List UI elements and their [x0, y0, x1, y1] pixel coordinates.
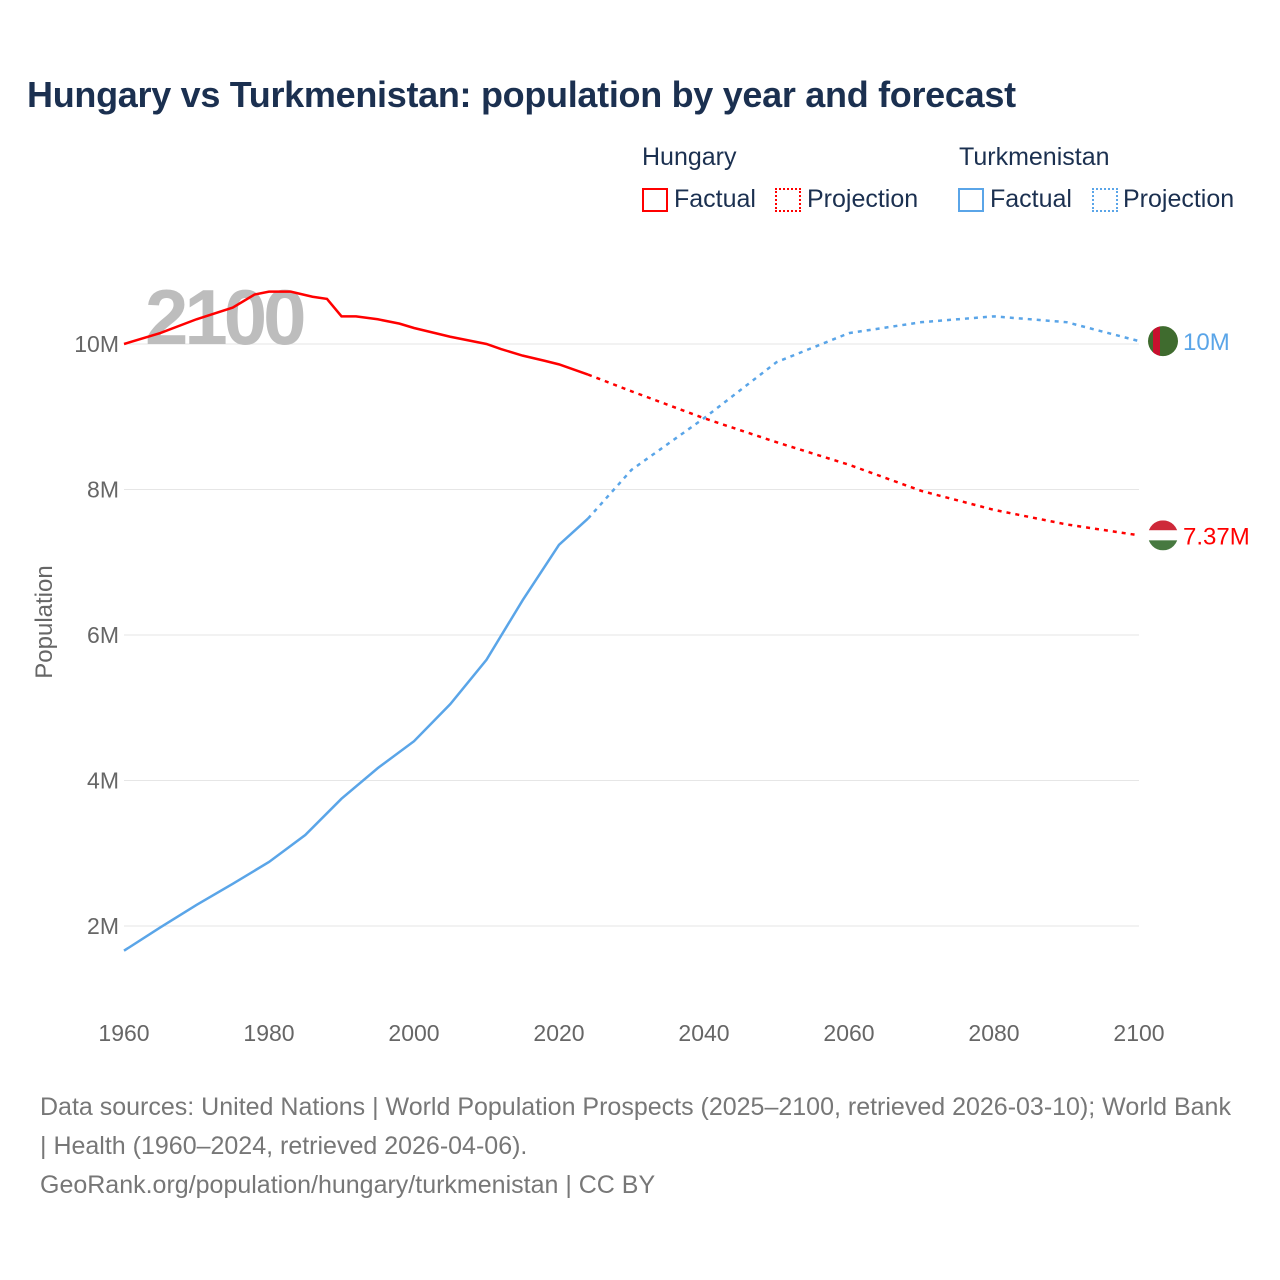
series-hungary-factual [123, 290, 589, 376]
y-tick-label: 2M [87, 913, 119, 939]
legend-group-turkmenistan: Turkmenistan [959, 143, 1110, 171]
x-tick-label: 1980 [243, 1020, 294, 1046]
x-tick-label: 2040 [678, 1020, 729, 1046]
legend-turkmenistan-factual[interactable]: Factual [990, 185, 1072, 213]
legend-swatch-turkmenistan-projection [1092, 188, 1118, 212]
series-turkmenistan-projection [587, 315, 1140, 520]
data-sources: Data sources: United Nations | World Pop… [40, 1093, 1231, 1160]
flag-hungary-icon [1148, 520, 1178, 551]
legend-hungary-factual[interactable]: Factual [674, 185, 756, 213]
x-tick-label: 2000 [388, 1020, 439, 1046]
x-tick-label: 2060 [823, 1020, 874, 1046]
end-label-hungary: 7.37M [1183, 523, 1250, 550]
x-tick-label: 2100 [1113, 1020, 1164, 1046]
x-tick-label: 2020 [533, 1020, 584, 1046]
y-tick-label: 6M [87, 622, 119, 648]
legend-turkmenistan-projection[interactable]: Projection [1123, 185, 1235, 213]
x-tick-label: 2080 [968, 1020, 1019, 1046]
legend-swatch-hungary-factual [642, 188, 668, 212]
series-hungary-projection [587, 373, 1140, 537]
y-tick-label: 10M [74, 331, 119, 357]
y-tick-label: 8M [87, 477, 119, 503]
y-axis-label: Population [31, 565, 58, 678]
end-label-turkmenistan: 10M [1183, 329, 1230, 356]
series-turkmenistan-factual [123, 517, 589, 952]
legend-swatch-turkmenistan-factual [958, 188, 984, 212]
legend-hungary-projection[interactable]: Projection [807, 185, 919, 213]
x-tick-label: 1960 [98, 1020, 149, 1046]
legend-swatch-hungary-projection [775, 188, 801, 212]
flag-turkmenistan-icon [1148, 326, 1178, 357]
y-tick-label: 4M [87, 768, 119, 794]
source-link[interactable]: GeoRank.org/population/hungary/turkmenis… [40, 1171, 656, 1199]
legend-group-hungary: Hungary [642, 143, 737, 171]
year-watermark: 2100 [145, 273, 304, 361]
chart-title: Hungary vs Turkmenistan: population by y… [27, 74, 1016, 115]
footer: Data sources: United Nations | World Pop… [40, 1088, 1240, 1205]
